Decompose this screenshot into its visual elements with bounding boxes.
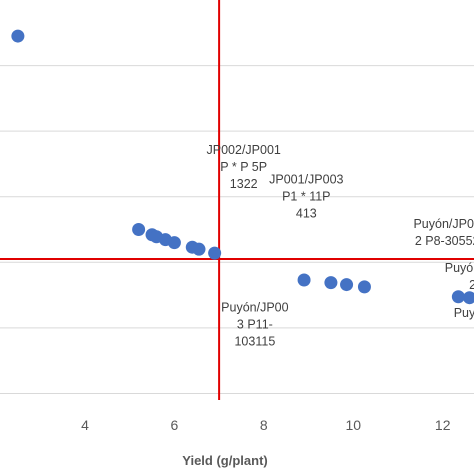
x-tick-label-5: 12	[435, 417, 451, 433]
data-point-13	[451, 290, 465, 304]
annotation-2-line-1: 2 P8-30552	[415, 234, 474, 248]
annotation-0-line-0: JP002/JP001	[207, 143, 281, 157]
annotation-0: JP002/JP001 P * P 5P 1322	[207, 143, 281, 191]
point-annotations: JP002/JP001 P * P 5P 1322 JP001/JP003 P1 * 1…	[207, 143, 474, 348]
annotation-5: Puyón/JP001	[454, 306, 474, 337]
data-point-1	[132, 223, 146, 237]
reference-lines	[0, 0, 474, 400]
annotation-4-line-1: 2 P	[469, 278, 474, 292]
annotation-3: Puyón/JP00 3 P11- 103115	[221, 300, 288, 348]
annotation-3-line-1: 3 P11-	[237, 317, 273, 331]
x-axis-label: Yield (g/plant)	[182, 453, 267, 468]
data-point-7	[192, 242, 206, 256]
annotation-2-line-0: Puyón/JP00	[413, 217, 474, 231]
data-point-14	[463, 291, 474, 305]
annotation-3-line-2: 103115	[234, 334, 275, 348]
x-tick-label-3: 8	[260, 417, 268, 433]
annotation-4: Puyón/JP00 2 P	[445, 261, 474, 292]
gridlines	[0, 65, 474, 394]
data-point-11	[340, 278, 354, 292]
x-tick-label-4: 10	[345, 417, 361, 433]
data-point-9	[297, 273, 311, 287]
data-point-10	[324, 276, 338, 290]
annotation-3-line-0: Puyón/JP00	[221, 300, 288, 314]
annotation-1: JP001/JP003 P1 * 11P 413	[269, 173, 343, 221]
annotation-4-line-0: Puyón/JP00	[445, 261, 474, 275]
annotation-1-line-1: P1 * 11P	[282, 190, 330, 204]
data-point-5	[167, 236, 181, 250]
annotation-0-line-1: P * P 5P	[220, 160, 267, 174]
data-point-0	[11, 29, 25, 43]
data-points	[11, 29, 474, 305]
data-point-8	[208, 246, 222, 260]
x-axis-tick-labels: 24681012	[81, 417, 451, 433]
annotation-0-line-2: 1322	[230, 177, 258, 191]
annotation-1-line-2: 413	[296, 207, 317, 221]
annotation-1-line-0: JP001/JP003	[269, 173, 343, 187]
x-tick-label-1: 4	[81, 417, 89, 433]
annotation-2: Puyón/JP00 2 P8-30552	[413, 217, 474, 248]
x-tick-label-2: 6	[170, 417, 178, 433]
annotation-5-line-0: Puyón/JP00	[454, 306, 474, 320]
data-point-12	[357, 280, 371, 294]
